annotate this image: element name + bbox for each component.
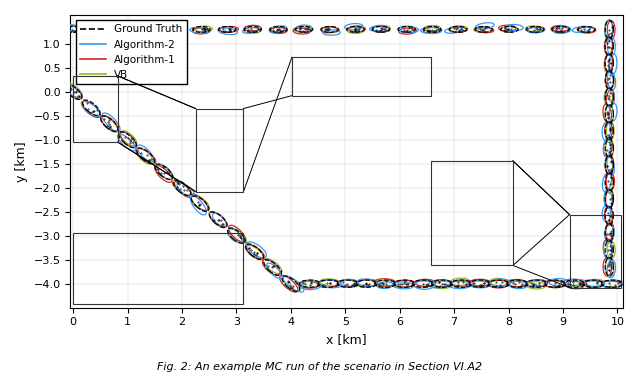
Bar [196, 109, 243, 191]
Bar [292, 57, 431, 96]
Legend: Ground Truth, Algorithm-2, Algorithm-1, VB: Ground Truth, Algorithm-2, Algorithm-1, … [76, 20, 187, 84]
X-axis label: x [km]: x [km] [326, 333, 367, 346]
Bar [570, 215, 621, 288]
Text: Fig. 2: An example MC run of the scenario in Section VI.A2: Fig. 2: An example MC run of the scenari… [157, 362, 483, 372]
Y-axis label: y [km]: y [km] [15, 141, 28, 182]
Bar [73, 76, 118, 142]
Bar [73, 233, 243, 304]
Bar [431, 161, 513, 265]
